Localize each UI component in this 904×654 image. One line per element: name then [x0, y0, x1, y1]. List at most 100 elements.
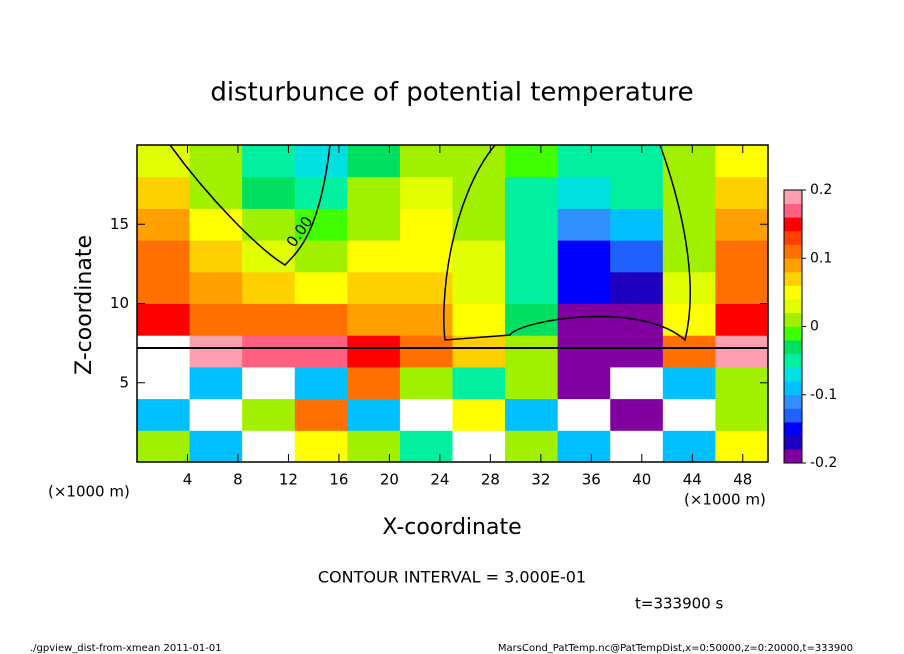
heat-cell — [452, 240, 506, 273]
y-tick-label: 5 — [119, 373, 129, 391]
heat-cell — [662, 430, 716, 463]
contour-line — [443, 144, 691, 342]
heat-cell — [557, 398, 611, 431]
heat-cell — [347, 145, 401, 178]
heat-cell — [715, 335, 769, 368]
heat-cell — [294, 398, 348, 431]
heat-cell — [505, 176, 559, 209]
heat-cell — [242, 398, 296, 431]
heat-cell — [715, 145, 769, 178]
x-tick-label: 28 — [481, 471, 500, 489]
heat-cell — [662, 335, 716, 368]
time-label: t=333900 s — [635, 595, 723, 613]
heat-cell — [610, 240, 664, 273]
x-tick-label: 24 — [430, 471, 449, 489]
heat-cell — [452, 271, 506, 304]
heat-cell — [715, 303, 769, 336]
heat-cell — [347, 271, 401, 304]
contour-line — [169, 144, 331, 266]
heat-cell — [452, 303, 506, 336]
colorbar-band — [784, 408, 802, 423]
x-tick-label: 16 — [329, 471, 348, 489]
heat-cell — [662, 208, 716, 241]
heat-cell — [137, 335, 191, 368]
heat-cell — [662, 145, 716, 178]
y-tick-label: 15 — [110, 215, 129, 233]
heat-cell — [347, 240, 401, 273]
heat-cell — [347, 208, 401, 241]
heat-cell — [189, 145, 243, 178]
heat-cell — [505, 303, 559, 336]
x-tick-label: 8 — [233, 471, 243, 489]
heat-cell — [189, 335, 243, 368]
colorbar-band — [784, 367, 802, 382]
heat-cell — [399, 335, 453, 368]
heat-cell — [347, 430, 401, 463]
heat-cell — [347, 335, 401, 368]
heat-cell — [399, 176, 453, 209]
x-tick-label: 48 — [733, 471, 752, 489]
heat-cell — [294, 366, 348, 400]
x-unit: (×1000 m) — [684, 491, 766, 509]
x-tick-label: 36 — [582, 471, 601, 489]
heat-cell — [662, 366, 716, 400]
heat-cell — [557, 271, 611, 304]
heat-cell — [137, 176, 191, 209]
heat-cell — [399, 430, 453, 463]
heat-cell — [715, 271, 769, 304]
heat-cell — [242, 240, 296, 273]
heat-cell — [137, 208, 191, 241]
heat-cell — [610, 145, 664, 178]
heat-cell — [242, 335, 296, 368]
heat-cell — [347, 366, 401, 400]
heat-cell — [189, 271, 243, 304]
heat-cell — [189, 240, 243, 273]
colorbar-band — [784, 312, 802, 327]
contour-interval: CONTOUR INTERVAL = 3.000E-01 — [318, 568, 586, 587]
heat-cell — [242, 303, 296, 336]
heat-cell — [610, 176, 664, 209]
heat-cell — [452, 430, 506, 463]
colorbar-tick-label: 0.2 — [810, 182, 832, 198]
heat-cell — [505, 208, 559, 241]
heat-cell — [557, 145, 611, 178]
heat-cell — [557, 335, 611, 368]
heat-cell — [294, 271, 348, 304]
heat-cell — [715, 176, 769, 209]
heat-cell — [662, 398, 716, 431]
heat-cell — [294, 303, 348, 336]
heat-cell — [189, 303, 243, 336]
heat-cell — [189, 398, 243, 431]
x-tick-label: 40 — [632, 471, 651, 489]
footer-right: MarsCond_PatTemp.nc@PatTempDist,x=0:5000… — [498, 643, 853, 654]
colorbar-band — [784, 422, 802, 436]
heat-cell — [399, 208, 453, 241]
heat-cell — [715, 240, 769, 273]
heat-cell — [242, 366, 296, 400]
heat-cell — [347, 398, 401, 431]
heat-cell — [399, 398, 453, 431]
heat-cell — [610, 271, 664, 304]
heat-cell — [294, 145, 348, 178]
colorbar-band — [784, 217, 802, 232]
heat-cell — [137, 271, 191, 304]
heat-cell — [452, 366, 506, 400]
heat-cell — [505, 366, 559, 400]
x-tick-label: 20 — [380, 471, 399, 489]
colorbar-tick-label: -0.2 — [810, 455, 837, 471]
heat-cell — [452, 145, 506, 178]
heat-cell — [452, 335, 506, 368]
heat-cell — [347, 303, 401, 336]
heat-cell — [715, 366, 769, 400]
x-tick-label: 12 — [279, 471, 298, 489]
heat-cell — [505, 240, 559, 273]
colorbar-band — [784, 258, 802, 273]
heat-cell — [242, 145, 296, 178]
heat-cell — [505, 145, 559, 178]
heat-cell — [610, 398, 664, 431]
colorbar-band — [784, 435, 802, 450]
heat-cell — [557, 208, 611, 241]
heat-cell — [347, 176, 401, 209]
heat-cell — [452, 398, 506, 431]
heat-cell — [189, 430, 243, 463]
